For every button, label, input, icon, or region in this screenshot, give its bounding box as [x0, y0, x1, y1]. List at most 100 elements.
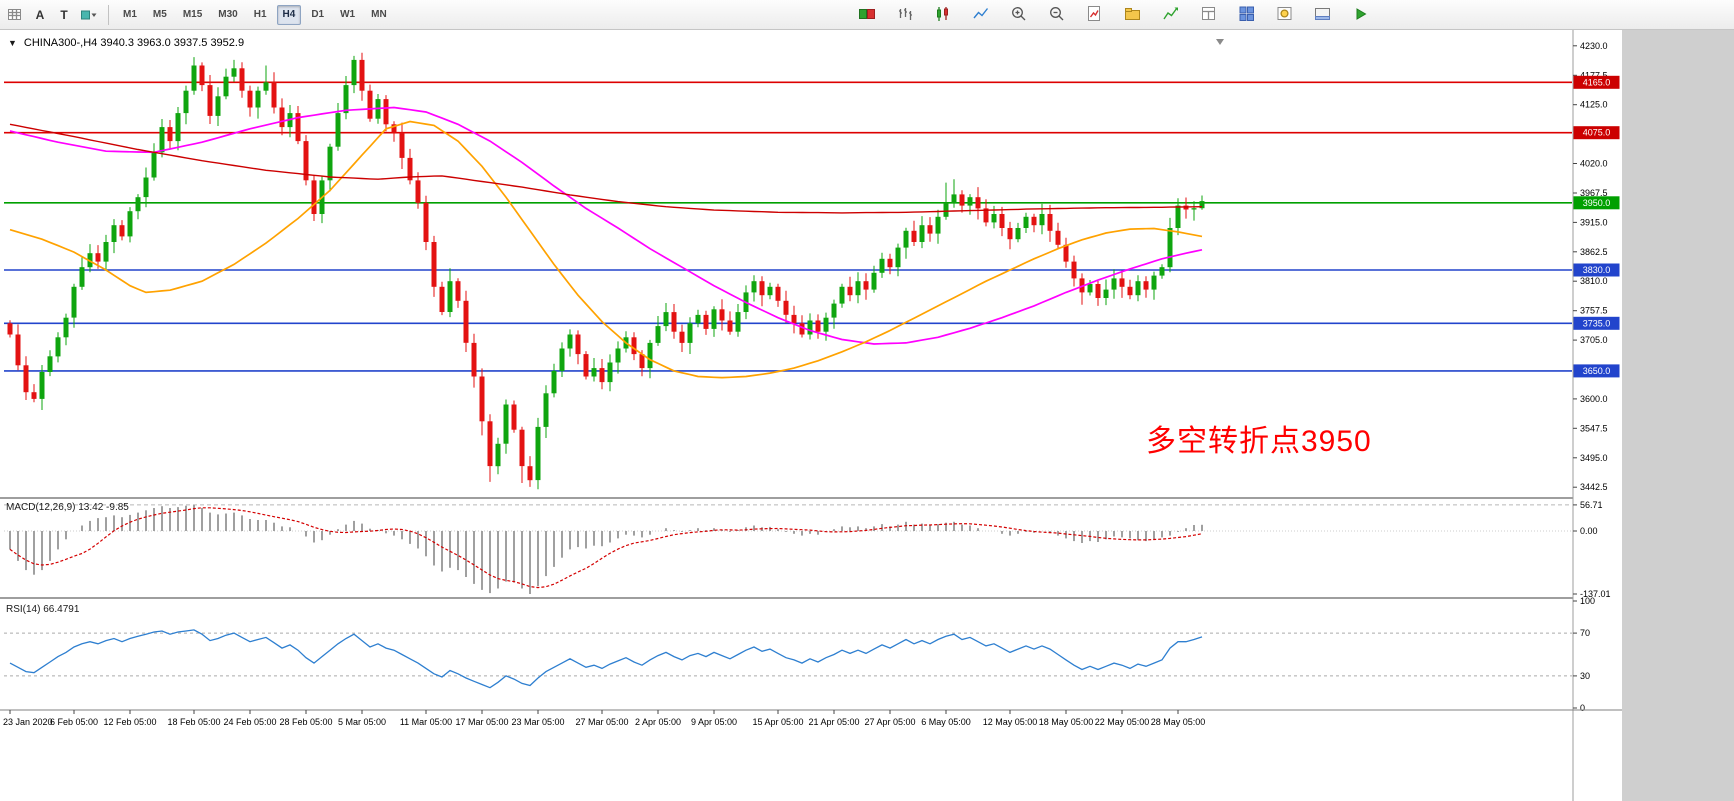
templates-icon-glyph — [1202, 7, 1215, 20]
price-level-badge-label: 3735.0 — [1583, 318, 1611, 328]
zoom-out-icon-glyph — [1050, 7, 1064, 21]
charts-candlestick-icon[interactable] — [934, 5, 952, 23]
macd-indicator-label: MACD(12,26,9) 13.42 -9.85 — [6, 502, 129, 513]
terminal-icon-glyph — [1315, 8, 1330, 20]
date-label: 11 Mar 05:00 — [400, 717, 452, 727]
tile-windows-icon-glyph — [1239, 6, 1254, 21]
ma-fast-line — [9, 106, 1203, 345]
price-level-badge — [1573, 364, 1620, 378]
text-cursor-icon[interactable]: T — [53, 4, 75, 26]
main-toolbar: A T M1 M5 M15 M30 H1 H4 D1 W1 MN — [0, 0, 1734, 30]
timeframe-m5[interactable]: M5 — [147, 5, 173, 25]
text-a-icon[interactable]: A — [29, 4, 51, 26]
auto-trading-icon[interactable] — [1352, 5, 1370, 23]
rsi-indicator-label: RSI(14) 66.4791 — [6, 604, 80, 615]
price-tick-label: 3442.5 — [1580, 482, 1608, 492]
chart-annotation-text[interactable]: 多空转折点3950 — [1146, 425, 1372, 458]
timeframe-m30[interactable]: M30 — [212, 5, 243, 25]
ma-slow-line — [9, 123, 1203, 214]
profiles-icon[interactable] — [1124, 5, 1142, 23]
date-label: 27 Apr 05:00 — [864, 717, 915, 727]
price-level-badge-label: 4165.0 — [1583, 77, 1611, 87]
price-level-badge-label: 3830.0 — [1583, 265, 1611, 275]
date-label: 24 Feb 05:00 — [223, 717, 276, 727]
rsi-scale-label: 30 — [1580, 671, 1590, 681]
price-tick-label: 3495.0 — [1580, 453, 1608, 463]
macd-scale-label: 56.71 — [1580, 500, 1603, 510]
timeframe-w1[interactable]: W1 — [334, 5, 361, 25]
date-label: 23 Jan 2020 — [3, 717, 53, 727]
ma-mid-line — [9, 120, 1203, 379]
price-level-badge-label: 4075.0 — [1583, 128, 1611, 138]
auto-trading-icon-glyph — [1356, 8, 1367, 20]
macd-content — [4, 504, 1572, 594]
timeframe-d1[interactable]: D1 — [305, 5, 330, 25]
timeframe-m1[interactable]: M1 — [117, 5, 143, 25]
rsi-content — [4, 629, 1572, 689]
timeframe-m15[interactable]: M15 — [177, 5, 208, 25]
price-tick-label: 3757.5 — [1580, 306, 1608, 316]
timeframe-toolbar: M1 M5 M15 M30 H1 H4 D1 W1 MN — [113, 4, 397, 25]
date-label: 21 Apr 05:00 — [808, 717, 859, 727]
rsi-panel[interactable] — [0, 599, 1573, 710]
new-chart-icon-glyph — [1088, 6, 1100, 21]
charts-candlestick-icon-glyph — [937, 7, 948, 21]
date-label: 27 Mar 05:00 — [575, 717, 628, 727]
price-tick-label: 3862.5 — [1580, 247, 1608, 257]
price-level-badge-label: 3650.0 — [1583, 366, 1611, 376]
timeframe-h1[interactable]: H1 — [248, 5, 273, 25]
macd-panel[interactable] — [0, 499, 1573, 597]
date-label: 9 Apr 05:00 — [691, 717, 737, 727]
date-label: 6 Feb 05:00 — [50, 717, 98, 727]
charts-bar-icon[interactable] — [896, 5, 914, 23]
new-order-icon[interactable] — [858, 5, 876, 23]
charts-line-icon[interactable] — [972, 5, 990, 23]
timeframe-mn[interactable]: MN — [365, 5, 393, 25]
timeframe-h4[interactable]: H4 — [276, 4, 302, 25]
templates-icon[interactable] — [1200, 5, 1218, 23]
price-level-badge — [1573, 316, 1620, 330]
chart-title-text: CHINA300-,H4 3940.3 3963.0 3937.5 3952.9 — [23, 37, 245, 49]
macd-signal-line — [9, 507, 1203, 589]
date-label: 22 May 05:00 — [1095, 717, 1150, 727]
chart-shift-marker-icon[interactable] — [1216, 39, 1224, 45]
price-tick-label: 4177.5 — [1580, 70, 1608, 80]
new-order-icon-glyph — [859, 9, 875, 19]
date-label: 28 May 05:00 — [1151, 717, 1206, 727]
new-chart-icon[interactable] — [1086, 5, 1104, 23]
terminal-icon[interactable] — [1314, 5, 1332, 23]
charts-line-icon-glyph — [973, 8, 989, 19]
price-level-badge — [1573, 75, 1620, 89]
indicators-icon[interactable] — [1162, 5, 1180, 23]
zoom-out-icon[interactable] — [1048, 5, 1066, 23]
profiles-icon-glyph — [1125, 8, 1140, 20]
chart-title-bar: ▼ CHINA300-,H4 3940.3 3963.0 3937.5 3952… — [8, 37, 244, 49]
chart-grid-icon[interactable] — [3, 4, 27, 26]
price-tick-label: 3967.5 — [1580, 188, 1608, 198]
price-tick-label: 4020.0 — [1580, 159, 1608, 169]
draw-objects-icon[interactable] — [77, 4, 101, 26]
price-level-badge-label: 3950.0 — [1583, 198, 1611, 208]
one-click-trading-icon[interactable]: ▼ — [8, 37, 17, 48]
navigator-icon[interactable] — [1276, 5, 1294, 23]
navigator-icon-glyph — [1277, 7, 1292, 20]
date-label: 6 May 05:00 — [921, 717, 971, 727]
price-tick-label: 3600.0 — [1580, 394, 1608, 404]
price-tick-label: 4230.0 — [1580, 41, 1608, 51]
date-label: 12 May 05:00 — [983, 717, 1038, 727]
date-label: 15 Apr 05:00 — [752, 717, 803, 727]
rsi-line — [9, 629, 1203, 689]
price-level-badge — [1573, 126, 1620, 140]
zoom-in-icon[interactable] — [1010, 5, 1028, 23]
chart-plot-area[interactable] — [0, 30, 1573, 497]
macd-scale-label: 0.00 — [1580, 526, 1598, 536]
tile-windows-icon[interactable] — [1238, 5, 1256, 23]
date-label: 28 Feb 05:00 — [279, 717, 332, 727]
price-scale[interactable] — [1573, 30, 1622, 801]
date-label: 2 Apr 05:00 — [635, 717, 681, 727]
date-label: 23 Mar 05:00 — [511, 717, 564, 727]
chart-canvas[interactable]: 4230.0 4177.5 4125.0 4020.0 3967.5 3915.0 3862… — [0, 30, 1622, 801]
date-label: 12 Feb 05:00 — [103, 717, 156, 727]
date-label: 18 Feb 05:00 — [167, 717, 220, 727]
